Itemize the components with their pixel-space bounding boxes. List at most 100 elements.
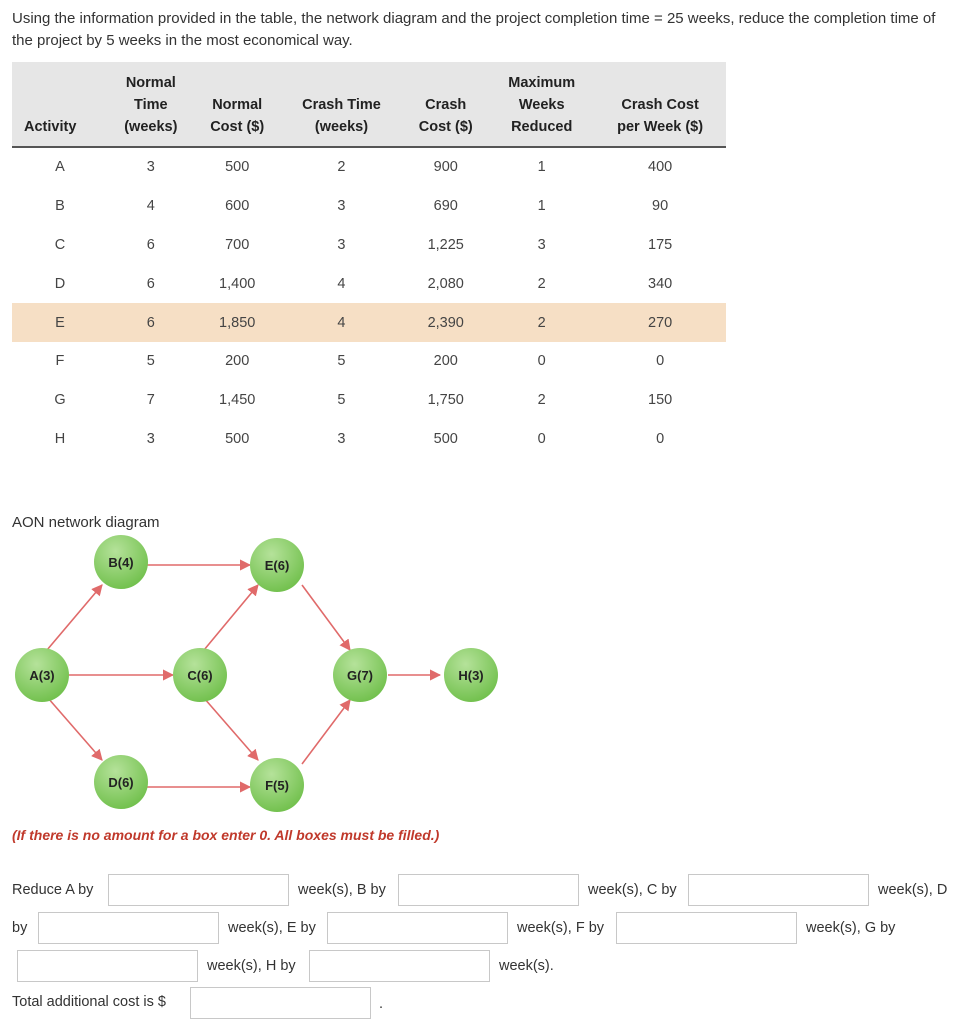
total-cost-label: Total additional cost is $ bbox=[12, 994, 166, 1010]
f-by-label: week(s), F by bbox=[517, 920, 605, 936]
arrow-a-b bbox=[46, 584, 103, 651]
table-cell: 3 bbox=[337, 198, 346, 215]
arrow-f-g bbox=[301, 699, 351, 765]
table-cell: 900 bbox=[433, 159, 458, 176]
reduce-b-input[interactable] bbox=[398, 874, 579, 906]
table-cell: 2 bbox=[489, 303, 595, 342]
table-cell: 1,850 bbox=[193, 303, 281, 342]
table-cell: 270 bbox=[594, 303, 726, 342]
node-c: C(6) bbox=[173, 648, 227, 702]
table-row-f: F 5 200 5 200 0 0 bbox=[12, 342, 726, 381]
header-max-weeks-reduced: Maximum Weeks Reduced bbox=[489, 62, 595, 148]
reduce-h-input[interactable] bbox=[309, 950, 490, 982]
table-cell: 500 bbox=[225, 430, 250, 447]
table-cell: 6 bbox=[146, 236, 155, 253]
c-by-label: week(s), C by bbox=[588, 882, 677, 898]
table-cell: H bbox=[54, 430, 66, 447]
table-cell: 340 bbox=[648, 275, 673, 292]
instruction-note: (If there is no amount for a box enter 0… bbox=[12, 827, 440, 843]
table-cell: 1 bbox=[537, 159, 546, 176]
table-cell: 4 bbox=[280, 303, 403, 342]
weeks-end-label: week(s). bbox=[499, 958, 554, 974]
table-cell: 1,225 bbox=[427, 236, 464, 253]
crash-table: Activity Normal Time (weeks) Normal Cost ($… bbox=[12, 62, 726, 458]
reduce-a-input[interactable] bbox=[108, 874, 289, 906]
table-cell: 5 bbox=[337, 392, 346, 409]
table-cell: 700 bbox=[225, 236, 250, 253]
node-e-label: E(6) bbox=[265, 558, 290, 573]
table-cell: 2 bbox=[537, 392, 546, 409]
table-cell: 3 bbox=[537, 236, 546, 253]
node-d-label: D(6) bbox=[108, 775, 133, 790]
table-row-g: G 7 1,450 5 1,750 2 150 bbox=[12, 381, 726, 420]
header-normal-time: Normal Time (weeks) bbox=[107, 62, 194, 148]
g-by-label: week(s), G by bbox=[806, 920, 896, 936]
network-diagram-title: AON network diagram bbox=[12, 514, 160, 531]
table-cell: 500 bbox=[433, 430, 458, 447]
table-cell: 200 bbox=[225, 353, 250, 370]
table-cell: 3 bbox=[146, 430, 155, 447]
table-cell: 1,400 bbox=[219, 275, 256, 292]
reduce-e-input[interactable] bbox=[327, 912, 508, 944]
b-by-label: week(s), B by bbox=[298, 882, 386, 898]
table-cell: 90 bbox=[652, 198, 669, 215]
node-b-label: B(4) bbox=[108, 555, 133, 570]
table-cell: 150 bbox=[648, 392, 673, 409]
table-cell: G bbox=[54, 392, 66, 409]
table-cell: 1,750 bbox=[427, 392, 464, 409]
d-by-label: week(s), D bbox=[878, 882, 948, 898]
node-b: B(4) bbox=[94, 535, 148, 589]
h-by-label: week(s), H by bbox=[207, 958, 296, 974]
table-cell: 6 bbox=[107, 303, 194, 342]
arrow-c-e bbox=[203, 584, 259, 651]
node-f: F(5) bbox=[250, 758, 304, 812]
header-normal-cost: Normal Cost ($) bbox=[193, 62, 281, 148]
table-cell: 4 bbox=[146, 198, 155, 215]
table-cell: 6 bbox=[146, 275, 155, 292]
total-cost-period: . bbox=[379, 996, 384, 1012]
table-cell: 3 bbox=[337, 236, 346, 253]
reduce-d-input[interactable] bbox=[38, 912, 219, 944]
table-cell: 600 bbox=[225, 198, 250, 215]
node-g: G(7) bbox=[333, 648, 387, 702]
table-cell: 5 bbox=[337, 353, 346, 370]
table-cell: 3 bbox=[337, 430, 346, 447]
table-cell: 400 bbox=[648, 159, 673, 176]
table-row-c: C 6 700 3 1,225 3 175 bbox=[12, 226, 726, 265]
node-f-label: F(5) bbox=[265, 778, 289, 793]
arrow-a-d bbox=[47, 697, 103, 761]
table-cell: 690 bbox=[433, 198, 458, 215]
table-cell: 0 bbox=[656, 430, 665, 447]
reduce-a-label: Reduce A by bbox=[12, 882, 94, 898]
node-a: A(3) bbox=[15, 648, 69, 702]
header-activity: Activity bbox=[12, 62, 108, 148]
table-cell: E bbox=[12, 303, 108, 342]
table-cell: 2 bbox=[537, 275, 546, 292]
aon-network-diagram: A(3) B(4) C(6) D(6) E(6) F(5) G(7) H(3) bbox=[15, 535, 498, 812]
table-cell: A bbox=[55, 159, 65, 176]
d-by-continued-label: by bbox=[12, 920, 28, 936]
table-cell: 175 bbox=[648, 236, 673, 253]
node-h-label: H(3) bbox=[458, 668, 483, 683]
table-cell: 200 bbox=[433, 353, 458, 370]
node-c-label: C(6) bbox=[187, 668, 212, 683]
table-cell: 0 bbox=[537, 430, 546, 447]
e-by-label: week(s), E by bbox=[228, 920, 316, 936]
table-cell: 1 bbox=[537, 198, 546, 215]
table-cell: 0 bbox=[656, 353, 665, 370]
total-cost-input[interactable] bbox=[190, 987, 371, 1019]
table-cell: D bbox=[54, 275, 66, 292]
table-cell: 4 bbox=[337, 275, 346, 292]
reduce-f-input[interactable] bbox=[616, 912, 797, 944]
table-cell: 1,450 bbox=[219, 392, 256, 409]
header-crash-time: Crash Time (weeks) bbox=[280, 62, 403, 148]
table-cell: 0 bbox=[537, 353, 546, 370]
table-cell: C bbox=[54, 236, 66, 253]
node-a-label: A(3) bbox=[29, 668, 54, 683]
header-crash-cost-per-week: Crash Cost per Week ($) bbox=[594, 62, 726, 148]
table-cell: F bbox=[55, 353, 65, 370]
table-cell: 2 bbox=[337, 159, 346, 176]
node-d: D(6) bbox=[94, 755, 148, 809]
reduce-c-input[interactable] bbox=[688, 874, 869, 906]
reduce-g-input[interactable] bbox=[17, 950, 198, 982]
